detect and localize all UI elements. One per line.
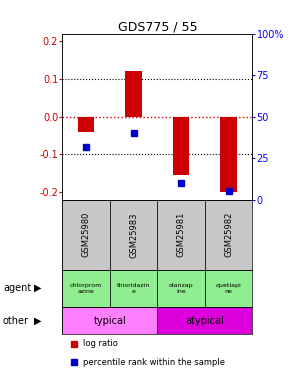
Bar <box>110 270 157 307</box>
Bar <box>125 72 142 117</box>
Text: typical: typical <box>93 315 126 326</box>
Text: other: other <box>3 315 29 326</box>
Text: log ratio: log ratio <box>83 339 118 348</box>
Text: thioridazin
e: thioridazin e <box>117 283 150 294</box>
Text: GSM25982: GSM25982 <box>224 212 233 258</box>
Bar <box>62 200 110 270</box>
Text: olanzap
ine: olanzap ine <box>169 283 193 294</box>
Bar <box>205 270 252 307</box>
Text: GSM25983: GSM25983 <box>129 212 138 258</box>
Bar <box>62 307 157 334</box>
Bar <box>157 270 205 307</box>
Text: GSM25980: GSM25980 <box>81 212 90 258</box>
Bar <box>157 200 205 270</box>
Bar <box>173 117 189 175</box>
Bar <box>157 307 252 334</box>
Text: chlorprom
azine: chlorprom azine <box>70 283 102 294</box>
Text: GSM25981: GSM25981 <box>177 212 186 258</box>
Text: percentile rank within the sample: percentile rank within the sample <box>83 357 225 366</box>
Text: quetiapi
ne: quetiapi ne <box>216 283 242 294</box>
Text: ▶: ▶ <box>34 315 41 326</box>
Text: agent: agent <box>3 283 31 293</box>
Bar <box>62 270 110 307</box>
Bar <box>78 117 95 132</box>
Bar <box>205 200 252 270</box>
Text: atypical: atypical <box>185 315 224 326</box>
Bar <box>110 200 157 270</box>
Text: ▶: ▶ <box>34 283 41 293</box>
Title: GDS775 / 55: GDS775 / 55 <box>117 21 197 34</box>
Bar <box>220 117 237 192</box>
